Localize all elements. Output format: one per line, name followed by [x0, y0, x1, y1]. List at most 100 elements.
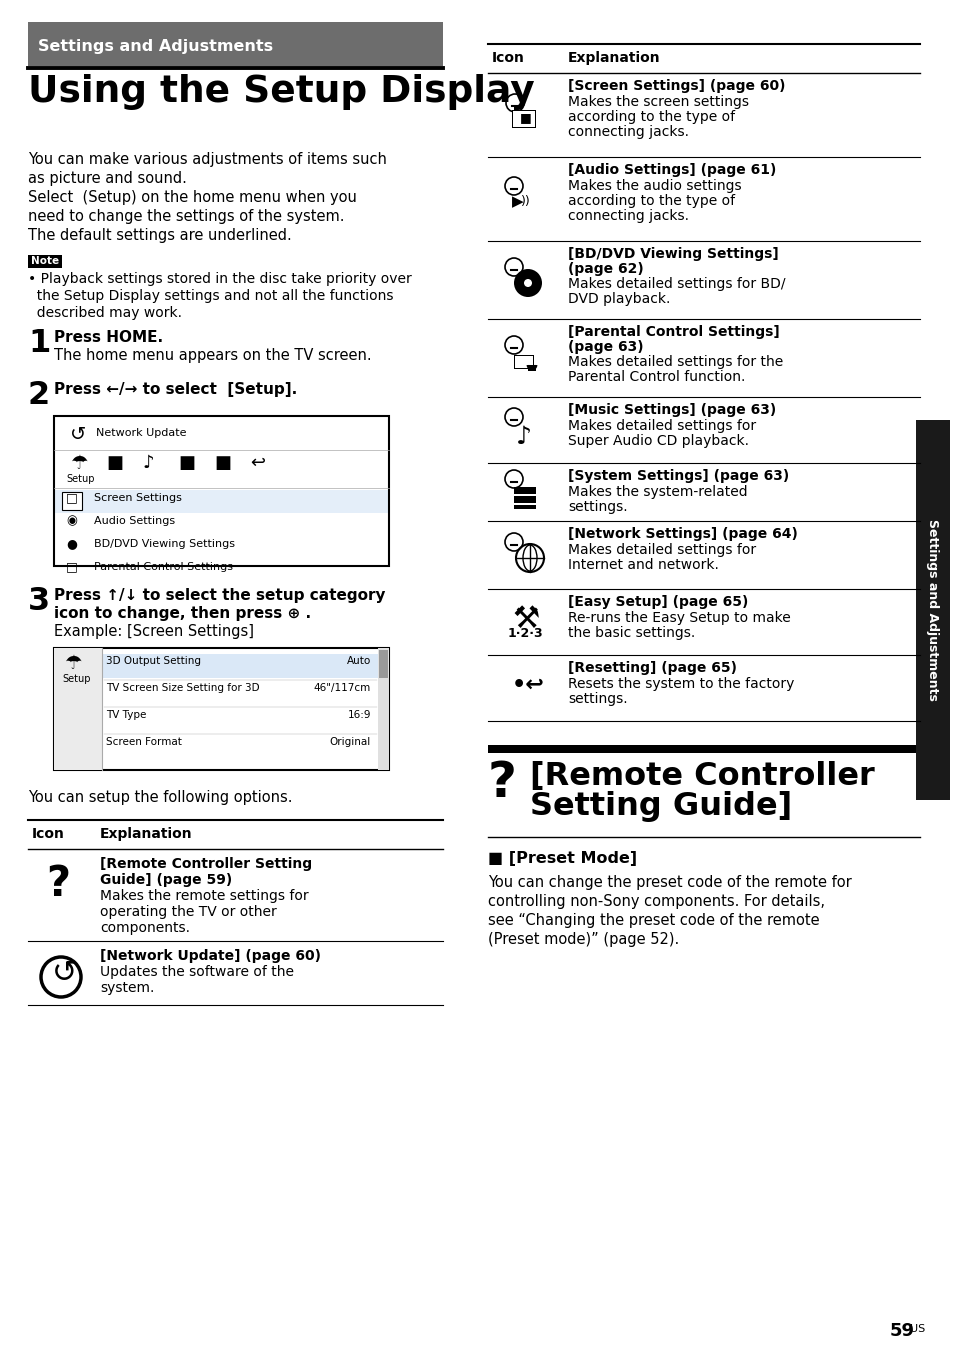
Text: Makes detailed settings for: Makes detailed settings for — [567, 544, 756, 557]
Text: You can setup the following options.: You can setup the following options. — [28, 790, 293, 804]
Text: 1·2·3: 1·2·3 — [507, 627, 543, 639]
Text: Auto: Auto — [346, 656, 371, 667]
FancyBboxPatch shape — [103, 654, 377, 677]
FancyBboxPatch shape — [378, 650, 388, 677]
Text: ■: ■ — [213, 454, 231, 472]
Text: 16:9: 16:9 — [347, 710, 371, 721]
Text: • Playback settings stored in the disc take priority over: • Playback settings stored in the disc t… — [28, 272, 412, 287]
Text: ▶: ▶ — [512, 193, 523, 210]
FancyBboxPatch shape — [488, 745, 919, 753]
Text: [Parental Control Settings]: [Parental Control Settings] — [567, 324, 779, 339]
Circle shape — [523, 279, 532, 287]
Text: Icon: Icon — [492, 51, 524, 65]
Text: ♪: ♪ — [142, 454, 153, 472]
Text: Settings and Adjustments: Settings and Adjustments — [925, 519, 939, 700]
Text: operating the TV or other: operating the TV or other — [100, 904, 276, 919]
Text: Super Audio CD playback.: Super Audio CD playback. — [567, 434, 748, 448]
Text: Guide] (page 59): Guide] (page 59) — [100, 873, 232, 887]
FancyBboxPatch shape — [54, 648, 102, 771]
Text: ■ [Preset Mode]: ■ [Preset Mode] — [488, 850, 637, 867]
Text: ☂: ☂ — [64, 654, 81, 673]
Text: ■: ■ — [106, 454, 123, 472]
Text: Setting Guide]: Setting Guide] — [530, 791, 791, 822]
FancyBboxPatch shape — [527, 365, 536, 370]
FancyBboxPatch shape — [62, 492, 82, 510]
Text: ?: ? — [488, 758, 517, 807]
Text: Makes detailed settings for BD/: Makes detailed settings for BD/ — [567, 277, 784, 291]
FancyBboxPatch shape — [915, 420, 949, 800]
Text: controlling non-Sony components. For details,: controlling non-Sony components. For det… — [488, 894, 824, 909]
Text: Press HOME.: Press HOME. — [54, 330, 163, 345]
Text: ↺: ↺ — [70, 425, 87, 443]
Text: 46"/117cm: 46"/117cm — [314, 683, 371, 694]
Text: Makes the screen settings: Makes the screen settings — [567, 95, 748, 110]
Text: [Easy Setup] (page 65): [Easy Setup] (page 65) — [567, 595, 747, 608]
Text: Makes the remote settings for: Makes the remote settings for — [100, 890, 309, 903]
Text: [System Settings] (page 63): [System Settings] (page 63) — [567, 469, 788, 483]
Text: Makes detailed settings for the: Makes detailed settings for the — [567, 356, 782, 369]
Text: Explanation: Explanation — [567, 51, 659, 65]
Text: Re-runs the Easy Setup to make: Re-runs the Easy Setup to make — [567, 611, 790, 625]
Text: Parental Control Settings: Parental Control Settings — [94, 562, 233, 572]
Text: [Network Settings] (page 64): [Network Settings] (page 64) — [567, 527, 797, 541]
Text: Press ↑/↓ to select the setup category: Press ↑/↓ to select the setup category — [54, 588, 385, 603]
Text: [Screen Settings] (page 60): [Screen Settings] (page 60) — [567, 78, 784, 93]
Text: system.: system. — [100, 982, 154, 995]
Text: see “Changing the preset code of the remote: see “Changing the preset code of the rem… — [488, 913, 819, 927]
Text: DVD playback.: DVD playback. — [567, 292, 670, 306]
Text: Screen Format: Screen Format — [106, 737, 182, 748]
Circle shape — [514, 269, 541, 297]
Text: 1: 1 — [28, 329, 51, 360]
FancyBboxPatch shape — [514, 356, 534, 369]
Text: Makes the system-related: Makes the system-related — [567, 485, 747, 499]
Text: Audio Settings: Audio Settings — [94, 516, 175, 526]
Text: Explanation: Explanation — [100, 827, 193, 841]
Text: •↩: •↩ — [512, 675, 544, 695]
FancyBboxPatch shape — [514, 487, 536, 493]
Text: 2: 2 — [28, 380, 51, 411]
Text: ↩: ↩ — [250, 454, 265, 472]
Text: Note: Note — [30, 256, 59, 266]
Text: Screen Settings: Screen Settings — [94, 493, 182, 503]
Text: [Remote Controller: [Remote Controller — [530, 761, 874, 792]
Text: The default settings are underlined.: The default settings are underlined. — [28, 228, 292, 243]
Text: Makes detailed settings for: Makes detailed settings for — [567, 419, 756, 433]
FancyBboxPatch shape — [514, 506, 536, 508]
Text: ■: ■ — [519, 111, 531, 124]
FancyBboxPatch shape — [377, 648, 389, 771]
Text: [Resetting] (page 65): [Resetting] (page 65) — [567, 661, 737, 675]
Text: □: □ — [66, 560, 77, 573]
Text: Network Update: Network Update — [96, 429, 186, 438]
Text: components.: components. — [100, 921, 190, 936]
Text: 3D Output Setting: 3D Output Setting — [106, 656, 201, 667]
FancyBboxPatch shape — [515, 356, 533, 368]
Text: Example: [Screen Settings]: Example: [Screen Settings] — [54, 625, 253, 639]
Text: Icon: Icon — [32, 827, 65, 841]
Text: BD/DVD Viewing Settings: BD/DVD Viewing Settings — [94, 539, 234, 549]
Text: icon to change, then press ⊕ .: icon to change, then press ⊕ . — [54, 606, 311, 621]
Text: ●: ● — [66, 537, 77, 550]
FancyBboxPatch shape — [512, 110, 536, 128]
Text: TV Screen Size Setting for 3D: TV Screen Size Setting for 3D — [106, 683, 259, 694]
Text: Resets the system to the factory: Resets the system to the factory — [567, 677, 794, 691]
Text: described may work.: described may work. — [28, 306, 182, 320]
Text: [Audio Settings] (page 61): [Audio Settings] (page 61) — [567, 164, 776, 177]
Text: settings.: settings. — [567, 692, 627, 706]
Text: (page 63): (page 63) — [567, 339, 643, 354]
Text: the Setup Display settings and not all the functions: the Setup Display settings and not all t… — [28, 289, 393, 303]
Text: [Network Update] (page 60): [Network Update] (page 60) — [100, 949, 320, 963]
Text: 59: 59 — [889, 1322, 914, 1340]
Text: Original: Original — [330, 737, 371, 748]
Text: ↺: ↺ — [52, 959, 77, 988]
Text: settings.: settings. — [567, 500, 627, 514]
Text: The home menu appears on the TV screen.: The home menu appears on the TV screen. — [54, 347, 372, 362]
FancyBboxPatch shape — [28, 22, 442, 66]
Text: ♪: ♪ — [516, 425, 532, 449]
Text: connecting jacks.: connecting jacks. — [567, 210, 688, 223]
Text: the basic settings.: the basic settings. — [567, 626, 695, 639]
FancyBboxPatch shape — [54, 648, 389, 771]
Text: ?: ? — [46, 863, 71, 904]
Text: Parental Control function.: Parental Control function. — [567, 370, 744, 384]
Text: according to the type of: according to the type of — [567, 110, 735, 124]
FancyBboxPatch shape — [513, 111, 535, 127]
